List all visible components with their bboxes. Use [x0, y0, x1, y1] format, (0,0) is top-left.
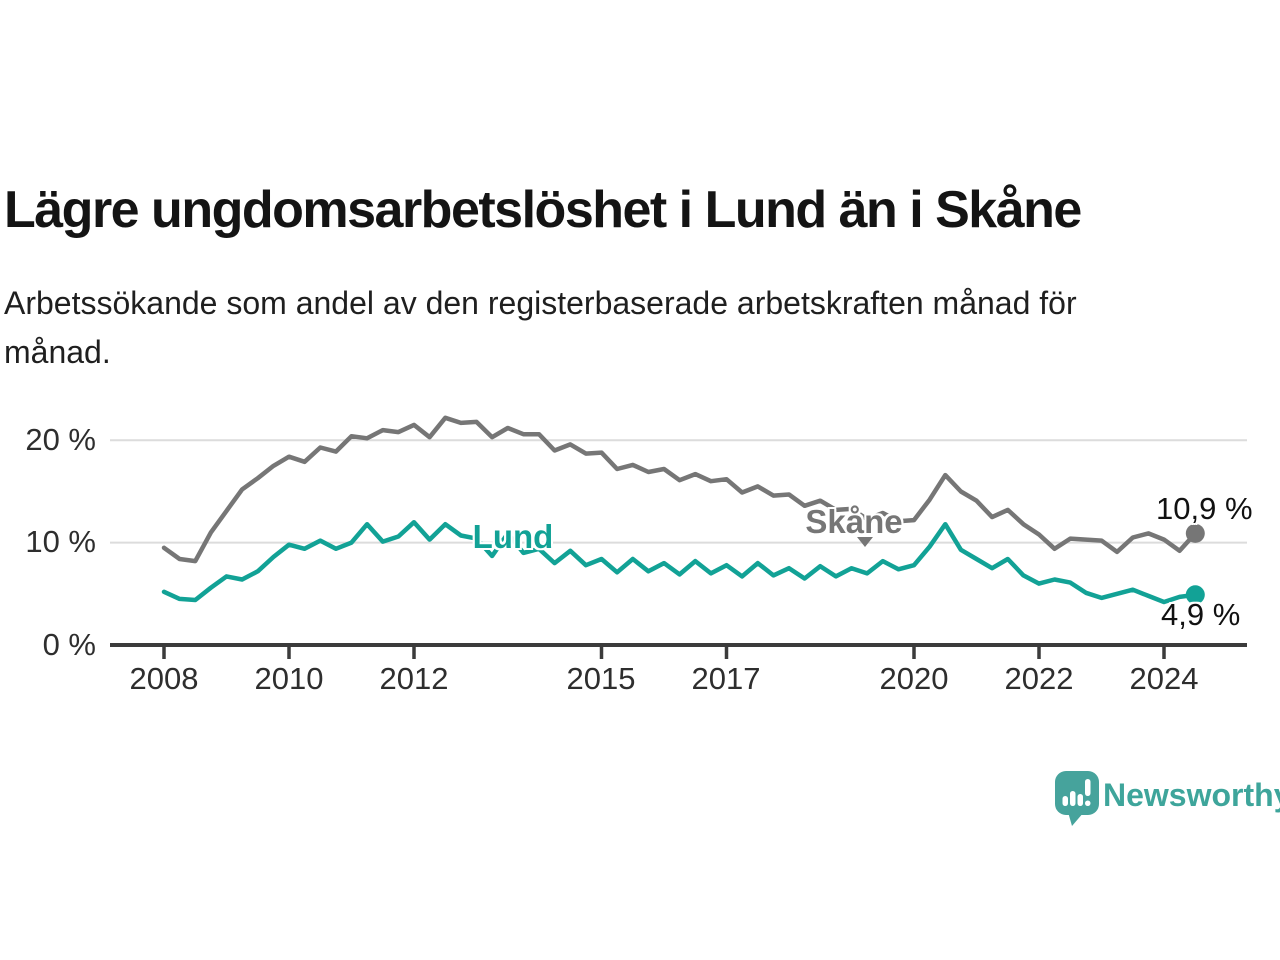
- newsworthy-brand-name: Newsworthy: [1103, 777, 1280, 813]
- page-title: Lägre ungdomsarbetslöshet i Lund än i Sk…: [4, 180, 1082, 239]
- skane-series-label: Skåne: [805, 503, 903, 540]
- x-axis-tick-label-2024: 2024: [1129, 661, 1199, 696]
- x-axis-tick-label-2012: 2012: [379, 661, 449, 696]
- skane-label-pointer-icon: [857, 537, 873, 547]
- lund-series-line: [161, 519, 1198, 605]
- skane-end-dot: [1185, 523, 1205, 543]
- lund-end-dot: [1185, 585, 1205, 605]
- x-axis-tick-label-2010: 2010: [254, 661, 324, 696]
- y-axis-tick-label-0: 0 %: [42, 627, 96, 662]
- page-subtitle: Arbetssökande som andel av den registerb…: [4, 285, 1077, 370]
- lund-end-value-label: 4,9 %: [1161, 597, 1241, 632]
- newsworthy-logo-icon: [1055, 771, 1099, 826]
- skane-end-value-label: 10,9 %: [1156, 491, 1253, 526]
- x-axis-tick-label-2017: 2017: [691, 661, 761, 696]
- skane-series-line: [161, 415, 1198, 564]
- y-axis-tick-label-10: 10 %: [25, 524, 96, 559]
- lund-series-label: Lund: [472, 518, 554, 555]
- y-axis-tick-label-20: 20 %: [25, 422, 96, 457]
- x-axis-tick-label-2008: 2008: [129, 661, 199, 696]
- x-axis-tick-label-2022: 2022: [1004, 661, 1074, 696]
- x-axis-tick-label-2020: 2020: [879, 661, 949, 696]
- x-axis-tick-label-2015: 2015: [566, 661, 636, 696]
